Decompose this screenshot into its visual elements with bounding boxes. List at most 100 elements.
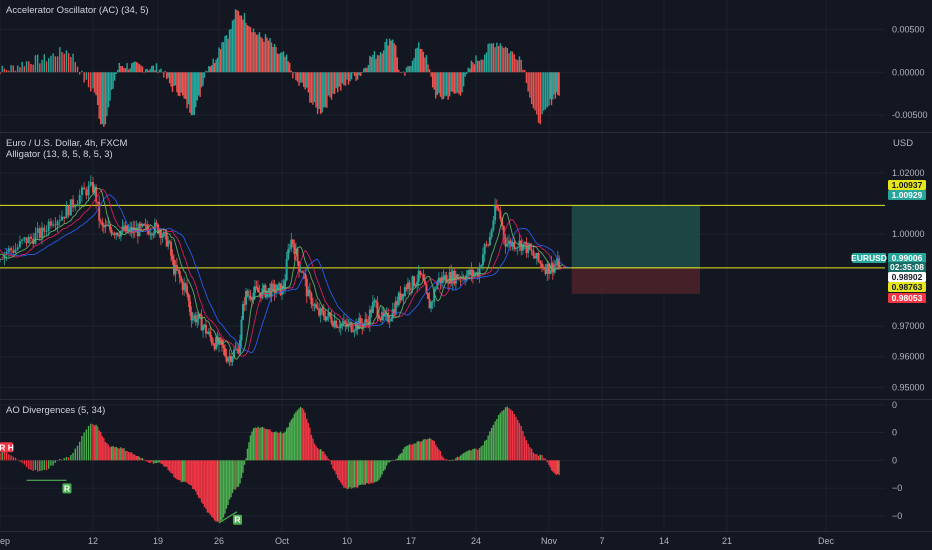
ac-bar[interactable]: [56, 56, 59, 73]
ao-bar[interactable]: [485, 439, 488, 461]
candle[interactable]: [170, 238, 173, 262]
ac-bar[interactable]: [453, 72, 456, 94]
ao-bar[interactable]: [552, 460, 554, 472]
candle[interactable]: [272, 279, 274, 291]
candle[interactable]: [152, 231, 155, 239]
ao-bar[interactable]: [448, 460, 451, 461]
ao-bar[interactable]: [203, 460, 206, 508]
ac-bar[interactable]: [475, 55, 477, 73]
ac-bar[interactable]: [14, 70, 17, 73]
candle[interactable]: [54, 217, 57, 231]
ac-bar[interactable]: [264, 34, 267, 73]
ao-bar[interactable]: [553, 460, 555, 473]
ac-bar[interactable]: [536, 72, 538, 115]
ao-bar[interactable]: [263, 427, 265, 461]
ao-bar[interactable]: [140, 458, 142, 461]
ac-bar[interactable]: [209, 66, 211, 73]
candle[interactable]: [437, 272, 440, 286]
ao-bar[interactable]: [508, 408, 510, 461]
ao-bar[interactable]: [370, 460, 373, 483]
candle[interactable]: [400, 293, 403, 302]
ac-bar[interactable]: [59, 47, 61, 73]
ao-bar[interactable]: [309, 427, 311, 461]
ac-pane[interactable]: [0, 9, 560, 127]
ao-bar[interactable]: [221, 460, 223, 520]
candle[interactable]: [537, 251, 540, 263]
ao-bar[interactable]: [344, 460, 347, 488]
ao-bar[interactable]: [224, 460, 226, 514]
ac-bar[interactable]: [190, 72, 193, 116]
ao-title[interactable]: AO Divergences (5, 34): [6, 405, 106, 416]
ao-bar[interactable]: [74, 448, 76, 461]
ac-bar[interactable]: [292, 72, 294, 79]
ac-bar[interactable]: [118, 62, 121, 73]
ao-bar[interactable]: [261, 426, 264, 461]
ac-bar[interactable]: [285, 54, 288, 73]
ac-bar[interactable]: [151, 65, 153, 73]
ac-bar[interactable]: [183, 72, 185, 99]
candle[interactable]: [514, 246, 517, 252]
ac-bar[interactable]: [553, 72, 555, 95]
ao-bar[interactable]: [496, 419, 498, 461]
ac-bar[interactable]: [511, 51, 514, 73]
ac-bar[interactable]: [135, 61, 138, 73]
ao-bar[interactable]: [63, 458, 65, 461]
candle[interactable]: [419, 270, 422, 279]
candle[interactable]: [230, 352, 232, 367]
ac-bar[interactable]: [196, 72, 198, 101]
candle[interactable]: [467, 269, 470, 278]
ac-bar[interactable]: [225, 35, 228, 73]
ac-bar[interactable]: [323, 72, 325, 108]
ao-bar[interactable]: [81, 435, 83, 461]
ac-bar[interactable]: [352, 72, 354, 74]
ac-bar[interactable]: [444, 72, 446, 97]
candle[interactable]: [254, 279, 256, 300]
ac-bar[interactable]: [318, 72, 320, 110]
candle[interactable]: [38, 225, 41, 241]
ao-bar[interactable]: [369, 460, 371, 484]
ao-bar[interactable]: [510, 409, 512, 461]
ao-bar[interactable]: [275, 431, 277, 461]
ao-bar[interactable]: [260, 427, 262, 461]
ac-bar[interactable]: [50, 55, 52, 73]
candle[interactable]: [445, 271, 448, 283]
ao-bar[interactable]: [148, 460, 150, 463]
ao-bar[interactable]: [243, 460, 246, 465]
ac-bar[interactable]: [422, 51, 425, 73]
ac-bar[interactable]: [337, 72, 339, 93]
ac-bar[interactable]: [63, 53, 65, 73]
ao-bar[interactable]: [195, 460, 197, 492]
ac-bar[interactable]: [197, 72, 200, 96]
candle[interactable]: [530, 243, 533, 256]
ao-bar[interactable]: [546, 460, 548, 463]
candle[interactable]: [550, 255, 553, 274]
ao-bar[interactable]: [456, 456, 459, 461]
candle[interactable]: [159, 228, 162, 246]
ao-bar[interactable]: [180, 460, 182, 483]
ac-bar[interactable]: [170, 72, 172, 87]
candle[interactable]: [322, 304, 325, 321]
ao-bar[interactable]: [209, 460, 211, 515]
candle[interactable]: [115, 232, 118, 241]
ao-bar[interactable]: [113, 447, 116, 461]
ac-bar[interactable]: [134, 61, 136, 73]
ac-bar[interactable]: [257, 34, 259, 73]
ac-bar[interactable]: [166, 72, 168, 80]
ac-bar[interactable]: [202, 72, 204, 86]
candle[interactable]: [488, 232, 491, 247]
ao-bar[interactable]: [32, 460, 34, 471]
candle[interactable]: [316, 301, 319, 311]
ao-bar[interactable]: [346, 460, 348, 490]
candle[interactable]: [430, 300, 433, 313]
ao-bar[interactable]: [487, 435, 489, 461]
ao-bar[interactable]: [419, 441, 421, 461]
candle[interactable]: [161, 233, 164, 243]
ao-bar[interactable]: [421, 441, 423, 461]
ao-bar[interactable]: [513, 413, 515, 461]
ac-bar[interactable]: [93, 72, 96, 93]
ao-bar[interactable]: [530, 448, 533, 461]
ac-bar[interactable]: [489, 43, 491, 73]
ao-bar[interactable]: [312, 438, 314, 461]
ao-bar[interactable]: [3, 451, 6, 461]
ao-bar[interactable]: [310, 434, 313, 461]
